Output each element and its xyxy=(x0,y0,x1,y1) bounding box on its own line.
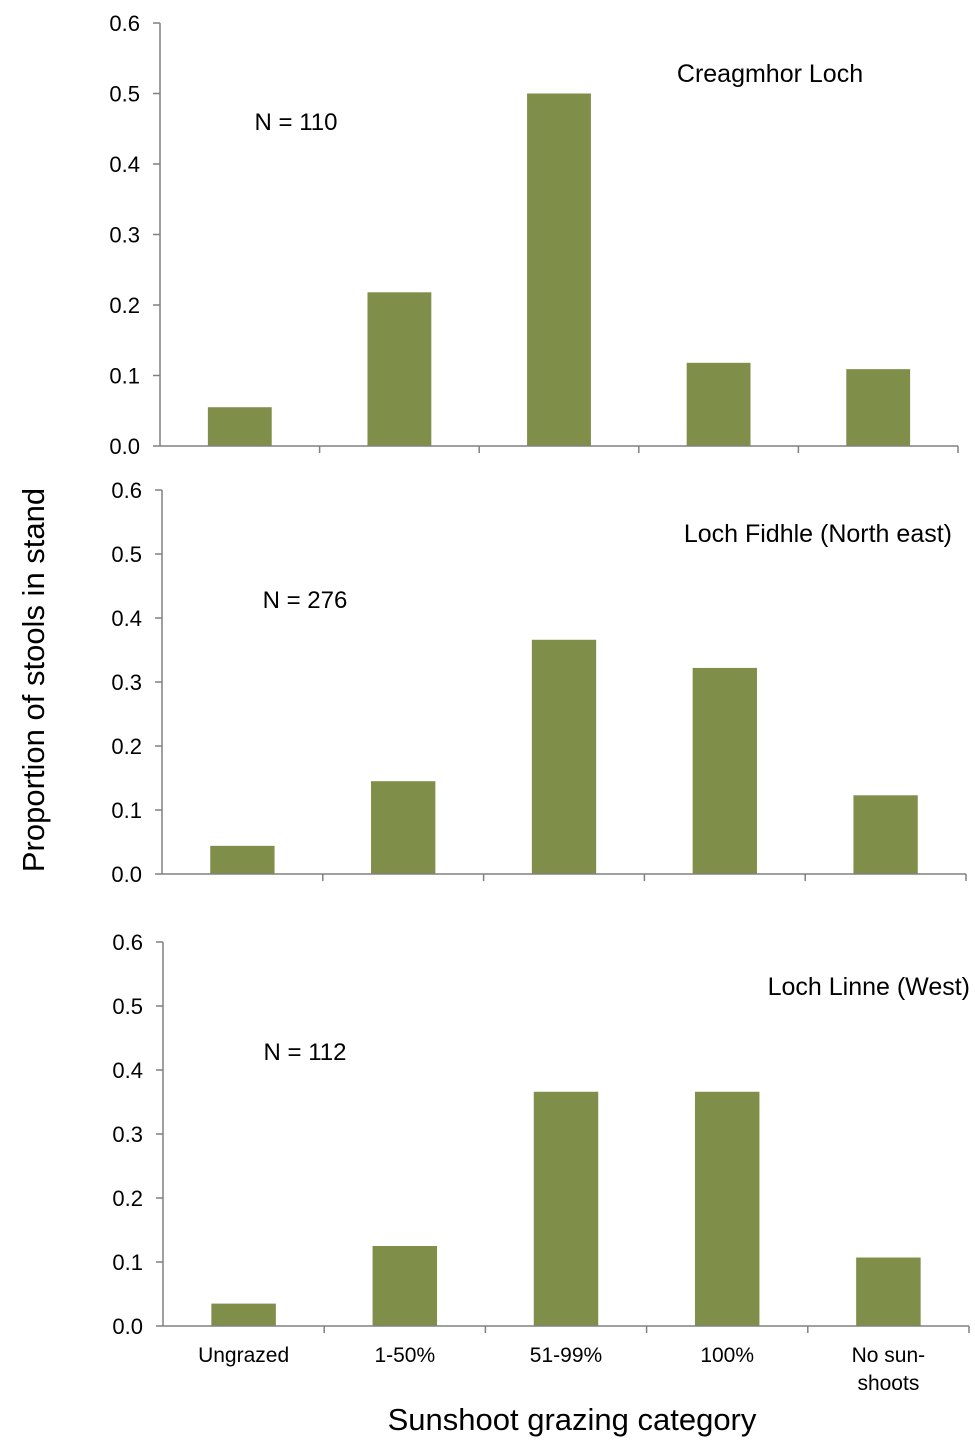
bar-1-4 xyxy=(853,795,918,874)
y-tick-label-0-3: 0.3 xyxy=(109,223,140,248)
y-tick-label-1-5: 0.5 xyxy=(111,542,142,567)
y-tick-label-2-4: 0.4 xyxy=(112,1058,143,1083)
bar-0-4 xyxy=(846,369,911,446)
y-tick-label-1-0: 0.0 xyxy=(111,862,142,887)
panel-title-2: Loch Linne (West) xyxy=(768,973,970,1001)
y-tick-label-2-6: 0.6 xyxy=(112,930,143,955)
chart-panel-creagmhor-loch: 0.0 0.1 0.2 0.3 0.4 0.5 0.6 Creagmhor Loch N = 1… xyxy=(109,11,959,459)
sample-size-label-1: N = 276 xyxy=(263,587,348,614)
bar-2-4 xyxy=(856,1257,921,1326)
y-tick-label-1-4: 0.4 xyxy=(111,606,142,631)
y-tick-label-1-3: 0.3 xyxy=(111,670,142,695)
y-tick-label-2-5: 0.5 xyxy=(112,994,143,1019)
category-label-3: 100% xyxy=(700,1344,754,1367)
y-tick-label-0-2: 0.2 xyxy=(109,293,140,318)
y-tick-label-2-1: 0.1 xyxy=(112,1250,143,1275)
panel-title-1: Loch Fidhle (North east) xyxy=(684,520,952,548)
y-tick-label-2-3: 0.3 xyxy=(112,1122,143,1147)
bar-2-2 xyxy=(533,1091,599,1326)
bar-0-1 xyxy=(367,292,432,446)
bar-2-3 xyxy=(694,1091,760,1326)
sample-size-label-2: N = 112 xyxy=(264,1039,347,1066)
x-axis-title: Sunshoot grazing category xyxy=(388,1402,757,1437)
bar-1-1 xyxy=(371,781,436,874)
chart-panel-loch-fidhle: 0.0 0.1 0.2 0.3 0.4 0.5 0.6 Loch Fidhle (North … xyxy=(111,478,967,887)
bar-1-2 xyxy=(531,639,597,874)
sample-size-label-0: N = 110 xyxy=(255,109,338,136)
y-tick-label-0-0: 0.0 xyxy=(109,434,140,459)
chart-panel-loch-linne: 0.0 0.1 0.2 0.3 0.4 0.5 0.6 Ungrazed 1-50% 51-99%… xyxy=(112,930,970,1395)
y-tick-label-0-4: 0.4 xyxy=(109,152,140,177)
category-label-2: 51-99% xyxy=(530,1344,602,1367)
category-label-1: 1-50% xyxy=(374,1344,435,1367)
y-tick-label-2-0: 0.0 xyxy=(112,1314,143,1339)
bar-2-1 xyxy=(372,1246,438,1326)
y-tick-label-1-6: 0.6 xyxy=(111,478,142,503)
y-tick-label-1-1: 0.1 xyxy=(111,798,142,823)
y-tick-label-0-5: 0.5 xyxy=(109,82,140,107)
y-tick-label-1-2: 0.2 xyxy=(111,734,142,759)
panel-title-0: Creagmhor Loch xyxy=(677,60,863,88)
bar-0-0 xyxy=(207,407,272,446)
bar-1-3 xyxy=(692,667,757,874)
category-label-4: No sun-shoots xyxy=(852,1344,926,1395)
bar-2-0 xyxy=(211,1303,276,1326)
category-label-0: Ungrazed xyxy=(198,1344,289,1367)
y-tick-label-0-6: 0.6 xyxy=(109,11,140,36)
y-tick-label-0-1: 0.1 xyxy=(109,364,140,389)
y-axis-title: Proportion of stools in stand xyxy=(16,488,51,872)
y-tick-label-2-2: 0.2 xyxy=(112,1186,143,1211)
bar-0-3 xyxy=(686,362,751,446)
bar-1-0 xyxy=(210,845,275,874)
bar-0-2 xyxy=(527,93,591,446)
